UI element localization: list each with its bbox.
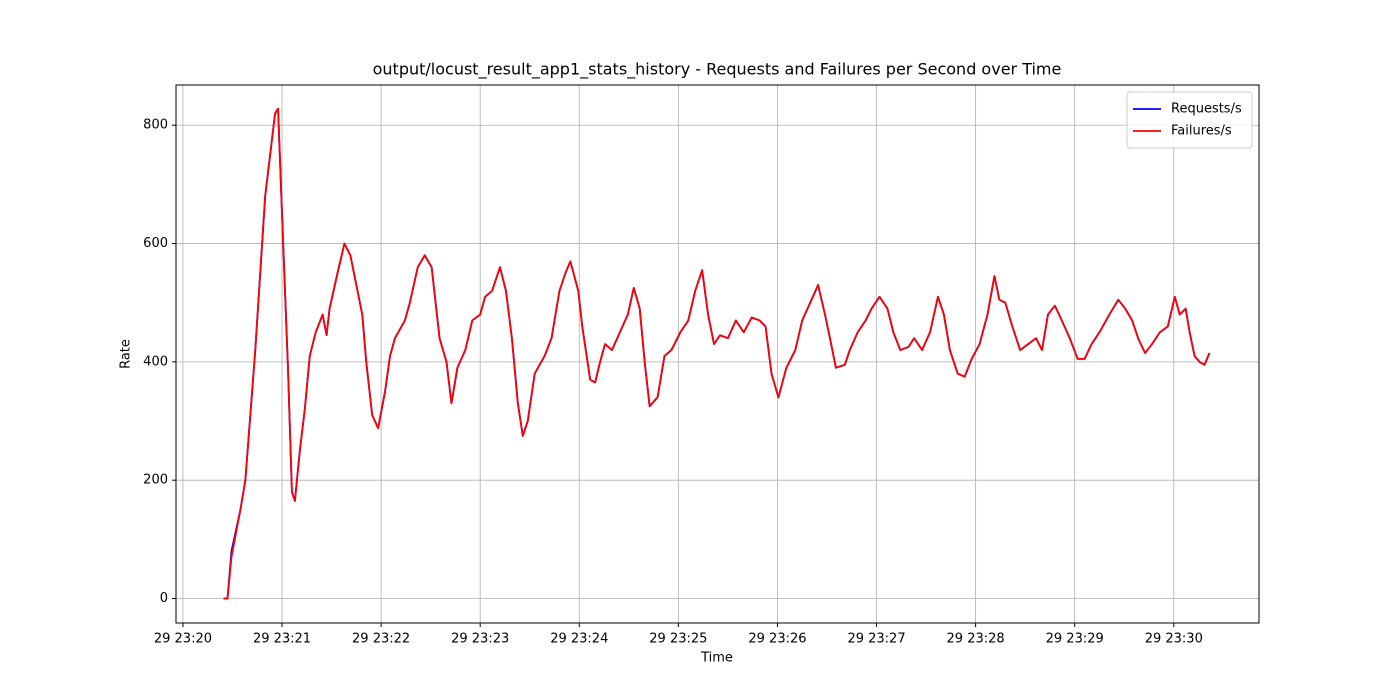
x-axis-label: Time	[700, 651, 733, 666]
x-tick-label: 29 23:29	[1046, 632, 1104, 647]
x-tick-label: 29 23:25	[649, 632, 707, 647]
y-tick-label: 0	[160, 591, 168, 606]
x-tick-label: 29 23:21	[253, 632, 311, 647]
x-tick-label: 29 23:26	[748, 632, 806, 647]
series-line	[223, 107, 1211, 600]
x-tick-label: 29 23:30	[1145, 632, 1203, 647]
y-tick-label: 600	[143, 236, 168, 251]
x-tick-label: 29 23:27	[847, 632, 905, 647]
x-tick-label: 29 23:23	[451, 632, 509, 647]
x-tick-label: 29 23:20	[154, 632, 212, 647]
y-tick-label: 400	[143, 354, 168, 369]
y-tick-label: 800	[143, 118, 168, 133]
x-tick-label: 29 23:28	[947, 632, 1005, 647]
legend-box	[1126, 91, 1253, 149]
y-tick-label: 200	[143, 473, 168, 488]
legend-label: Requests/s	[1171, 102, 1242, 117]
chart-title: output/locust_result_app1_stats_history …	[373, 60, 1062, 80]
legend-label: Failures/s	[1171, 124, 1232, 139]
x-tick-label: 29 23:22	[352, 632, 410, 647]
y-axis-label: Rate	[119, 339, 134, 369]
plot-frame	[175, 84, 1260, 624]
x-tick-label: 29 23:24	[550, 632, 608, 647]
